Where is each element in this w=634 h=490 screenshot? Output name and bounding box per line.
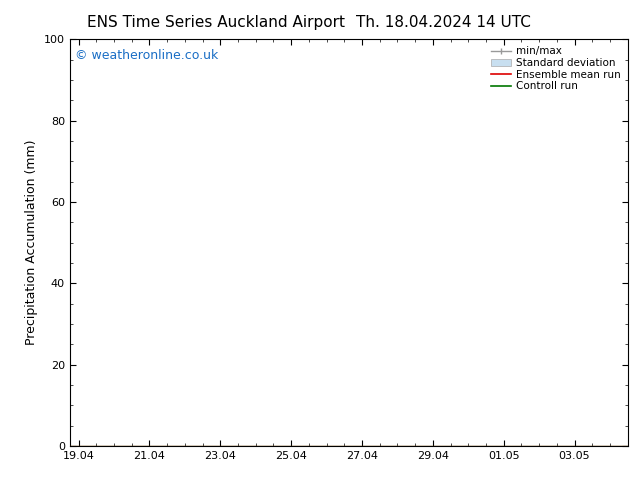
Legend: min/max, Standard deviation, Ensemble mean run, Controll run: min/max, Standard deviation, Ensemble me… (489, 45, 623, 93)
Text: © weatheronline.co.uk: © weatheronline.co.uk (75, 49, 219, 62)
Text: ENS Time Series Auckland Airport: ENS Time Series Auckland Airport (87, 15, 344, 30)
Text: Th. 18.04.2024 14 UTC: Th. 18.04.2024 14 UTC (356, 15, 531, 30)
Y-axis label: Precipitation Accumulation (mm): Precipitation Accumulation (mm) (25, 140, 38, 345)
